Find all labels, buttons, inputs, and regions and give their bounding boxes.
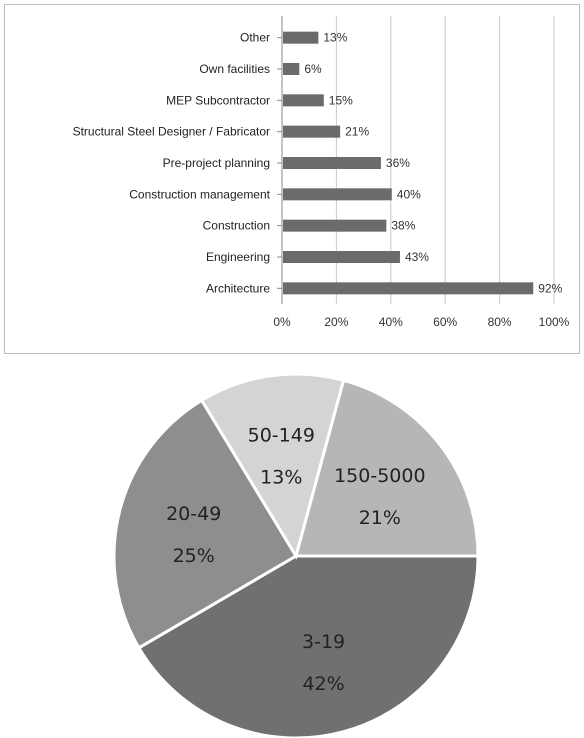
bar-chart-panel: 0% 20% 40% 60% 80% 100% Other 13% Own facilities…: [4, 4, 580, 354]
pie-chart: 3-19 42% 20-49 25% 50-149 13% 150-5000 21%: [112, 372, 480, 738]
x-tick-label: 100%: [539, 315, 570, 329]
category-label: Other: [240, 31, 270, 45]
x-tick-label: 80%: [488, 315, 512, 329]
bar: [283, 157, 381, 169]
bar: [283, 125, 341, 138]
bar-value-label: 36%: [386, 156, 410, 170]
category-label: Architecture: [206, 281, 270, 295]
bar-value-label: 21%: [345, 125, 369, 139]
pie-category-label: 20-49: [166, 503, 221, 525]
category-label: Pre-project planning: [163, 156, 270, 170]
pie-chart-panel: 3-19 42% 20-49 25% 50-149 13% 150-5000 21%: [0, 360, 584, 738]
pie-value-label: 42%: [302, 673, 344, 695]
pie-slice: [112, 398, 299, 650]
bar-value-label: 13%: [323, 31, 347, 45]
bar: [283, 251, 400, 263]
bar-value-label: 38%: [391, 219, 415, 233]
x-tick-label: 20%: [324, 315, 348, 329]
category-label: Structural Steel Designer / Fabricator: [73, 125, 270, 139]
bar-chart-frame: [4, 4, 580, 354]
bar: [283, 219, 387, 232]
pie-value-label: 13%: [260, 466, 302, 488]
pie-value-label: 25%: [173, 545, 215, 567]
bar-value-label: 40%: [397, 187, 421, 201]
category-label: Construction: [203, 219, 270, 233]
pie-slice: [136, 554, 480, 738]
bar-value-label: 15%: [329, 93, 353, 107]
x-tick-label: 60%: [433, 315, 457, 329]
bar: [283, 94, 324, 107]
category-label: Construction management: [129, 187, 270, 201]
pie-category-label: 3-19: [302, 631, 345, 653]
pie-slice: [294, 378, 480, 558]
bar-value-label: 92%: [538, 281, 562, 295]
x-tick-label: 40%: [379, 315, 403, 329]
bar: [283, 188, 392, 201]
bar: [283, 63, 300, 75]
category-label: Own facilities: [199, 62, 270, 76]
category-label: Engineering: [206, 250, 270, 264]
bar-value-label: 43%: [405, 250, 429, 264]
bar: [283, 282, 534, 295]
pie-category-label: 150-5000: [334, 465, 425, 487]
bar: [283, 31, 319, 44]
x-tick-label: 0%: [273, 315, 291, 329]
bar-value-label: 6%: [304, 62, 322, 76]
bar-chart: 0% 20% 40% 60% 80% 100% Other 13% Own facilities…: [4, 4, 580, 354]
pie-value-label: 21%: [359, 507, 401, 529]
pie-category-label: 50-149: [248, 424, 315, 446]
category-label: MEP Subcontractor: [166, 93, 270, 107]
